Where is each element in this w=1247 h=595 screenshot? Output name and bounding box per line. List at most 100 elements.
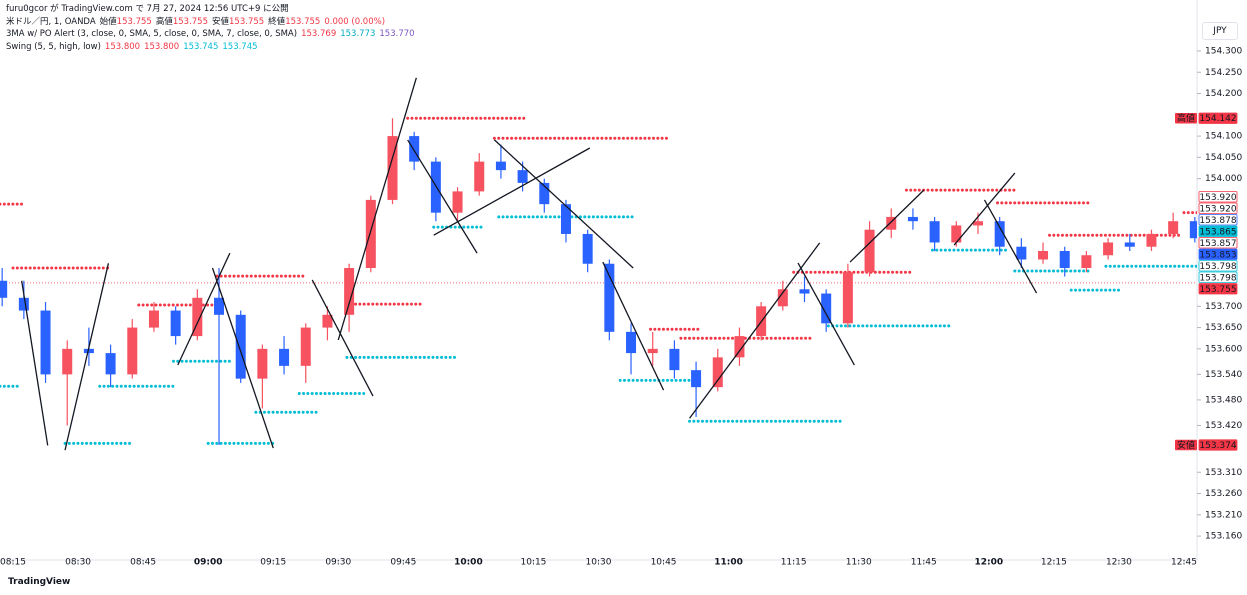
candle-body xyxy=(777,289,788,307)
candle-body xyxy=(300,327,311,366)
price-label-box xyxy=(1198,112,1238,124)
price-label: 153.920 xyxy=(1199,204,1236,214)
indicator-value: 153.745 xyxy=(222,41,258,52)
trend-line xyxy=(953,172,1016,246)
candle-body xyxy=(1103,242,1114,256)
ohlc-label: 始値 xyxy=(99,16,117,27)
trend-line xyxy=(211,267,274,449)
price-tag-box xyxy=(1175,439,1197,451)
candle-body xyxy=(799,289,810,294)
indicator-name: 3MA w/ PO Alert (3, close, 0, SMA, 5, cl… xyxy=(6,29,298,39)
candle-body xyxy=(409,136,420,162)
indicator-value: 153.800 xyxy=(144,41,180,52)
x-tick-label: 12:45 xyxy=(1171,558,1197,568)
x-tick-label: 11:15 xyxy=(781,558,807,568)
change: 0.000 (0.00%) xyxy=(324,16,386,27)
candle-body xyxy=(647,348,658,354)
candle-body xyxy=(192,297,203,337)
y-tick-label: 153.650 xyxy=(1205,323,1242,333)
candle-body xyxy=(127,327,138,375)
price-label-box xyxy=(1198,271,1238,283)
indicator-line: Swing (5, 5, high, low) 153.800 153.800 153… xyxy=(6,41,419,54)
price-label: 154.142 xyxy=(1199,114,1236,124)
candle-body xyxy=(864,229,875,273)
price-label: 153.865 xyxy=(1199,227,1236,237)
ohlc-label: 安値 xyxy=(212,16,230,27)
ohlc-value: 153.755 xyxy=(172,16,208,27)
price-label: 153.755 xyxy=(1199,285,1236,295)
price-label-box xyxy=(1198,283,1238,295)
candle-body xyxy=(1038,250,1049,260)
candle-body xyxy=(604,263,615,332)
trend-line xyxy=(21,280,49,446)
x-tick-label: 08:15 xyxy=(0,558,26,568)
price-label-box xyxy=(1198,248,1238,260)
x-tick-label: 09:15 xyxy=(260,558,286,568)
symbol: 米ドル／円, 1, OANDA xyxy=(6,16,96,27)
x-tick-label: 10:45 xyxy=(651,558,677,568)
price-tag: 高値 xyxy=(1177,112,1195,124)
candle-body xyxy=(886,216,897,230)
candle-body xyxy=(1146,233,1157,247)
y-tick-label: 153.540 xyxy=(1205,370,1242,380)
indicator-value: 153.770 xyxy=(379,29,415,39)
candle-body xyxy=(582,233,593,264)
trend-line xyxy=(493,139,634,269)
indicator-value: 153.773 xyxy=(340,29,376,39)
candle-body xyxy=(322,314,333,328)
price-label: 153.878 xyxy=(1199,216,1236,226)
trend-line xyxy=(407,139,478,254)
plot-area xyxy=(0,77,1197,451)
y-tick-label: 154.050 xyxy=(1205,153,1242,163)
candle-body xyxy=(452,191,463,213)
y-tick-label: 153.210 xyxy=(1205,510,1242,520)
trend-line xyxy=(602,261,665,391)
candle-body xyxy=(734,336,745,358)
y-tick-label: 153.480 xyxy=(1205,395,1242,405)
x-tick-label: 10:30 xyxy=(586,558,612,568)
price-label-box xyxy=(1198,202,1238,214)
y-tick-label: 154.200 xyxy=(1205,89,1242,99)
ohlc-value: 153.755 xyxy=(116,16,152,27)
candle-body xyxy=(495,161,506,171)
candle-body xyxy=(170,310,181,337)
candle-body xyxy=(907,216,918,222)
candle-body xyxy=(344,268,355,315)
indicator-value: 153.745 xyxy=(183,41,219,52)
x-tick-label: 10:00 xyxy=(454,558,483,568)
candle-body xyxy=(279,348,290,366)
candle-body xyxy=(40,310,51,375)
x-tick-label: 12:30 xyxy=(1106,558,1132,568)
x-tick-label: 08:30 xyxy=(65,558,91,568)
price-label-box xyxy=(1198,191,1238,203)
price-label: 153.853 xyxy=(1199,250,1236,260)
y-tick-label: 153.260 xyxy=(1205,489,1242,499)
candle-body xyxy=(1189,221,1197,239)
candle-body xyxy=(821,293,832,324)
currency-button[interactable]: JPY xyxy=(1202,22,1238,40)
x-tick-label: 11:00 xyxy=(714,558,743,568)
trend-line xyxy=(311,279,374,397)
price-label-box xyxy=(1198,237,1238,249)
y-tick-label: 153.160 xyxy=(1205,532,1242,542)
y-tick-label: 154.000 xyxy=(1205,174,1242,184)
candle-body xyxy=(105,353,116,375)
candle-body xyxy=(929,221,940,243)
candle-body xyxy=(430,161,441,213)
y-tick-label: 153.420 xyxy=(1205,421,1242,431)
candle-body xyxy=(365,199,376,268)
candle-body xyxy=(474,161,485,192)
y-tick-label: 154.250 xyxy=(1205,68,1242,78)
y-tick-label: 154.300 xyxy=(1205,46,1242,56)
candle-body xyxy=(257,348,268,379)
publisher: furu0gcor が TradingView.com で 7月 27, 202… xyxy=(6,4,289,14)
candle-body xyxy=(1059,250,1070,268)
candle-body xyxy=(1168,221,1179,234)
candle-body xyxy=(214,297,225,315)
trend-line xyxy=(849,189,925,263)
x-tick-label: 11:45 xyxy=(911,558,937,568)
price-tag: 安値 xyxy=(1177,439,1195,451)
candle-body xyxy=(712,357,723,388)
price-tag-box xyxy=(1175,112,1197,124)
